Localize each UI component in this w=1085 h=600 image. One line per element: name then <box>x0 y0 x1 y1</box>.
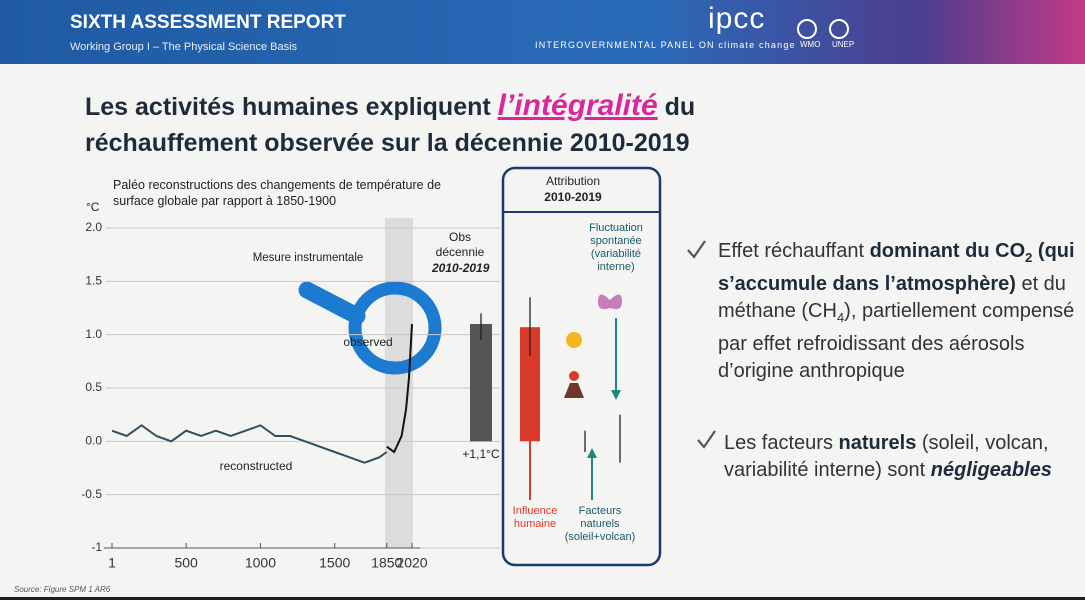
x-tick-label: 2020 <box>396 555 427 571</box>
wmo-emblem <box>797 19 817 39</box>
y-tick-label: 0.0 <box>85 434 102 448</box>
check-icon <box>687 240 706 259</box>
magnifier-handle <box>298 281 366 325</box>
partner: UNEP <box>832 40 855 49</box>
series-line <box>386 323 413 454</box>
category-label: Facteurs naturels (soleil+volcan) <box>564 505 636 543</box>
y-tick-label: 2.0 <box>85 220 102 234</box>
title-text: Les activités humaines expliquent <box>85 93 498 121</box>
series-label: reconstructed <box>220 459 293 473</box>
category-label: Fluctuation spontanée (variabilité inter… <box>589 222 643 273</box>
series-label: observed <box>343 335 392 349</box>
category-label: Influence humaine <box>512 505 558 530</box>
title-highlight: l’intégralité <box>497 89 658 122</box>
bullet: Effet réchauffant dominant du CO2 (qui s… <box>718 238 1078 385</box>
x-tick-label: 1850 <box>371 555 402 571</box>
chart-subtitle: 2010-2019 <box>544 190 602 204</box>
chart-title: Obs décennie <box>435 230 485 259</box>
chart-title: Attribution <box>546 174 600 188</box>
bullet-text: (soleil, volcan, variabilité interne) so… <box>724 432 1049 481</box>
y-tick-label: -0.5 <box>81 487 102 501</box>
source-note: Source: Figure SPM 1 AR6 <box>14 585 111 594</box>
y-tick-label: 0.5 <box>85 380 102 394</box>
bullet-text: naturels <box>838 432 917 454</box>
report-title: SIXTH ASSESSMENT REPORT <box>70 12 346 33</box>
org-name: INTERGOVERNMENTAL PANEL ON climate chang… <box>535 40 796 50</box>
bar <box>470 324 492 442</box>
volcano-icon <box>564 383 584 398</box>
annotation: Mesure instrumentale <box>253 252 364 264</box>
series-line <box>111 424 388 464</box>
x-tick-label: 1500 <box>319 555 350 571</box>
y-axis-label: °C <box>86 200 100 214</box>
bar <box>520 327 540 442</box>
partner-logos <box>797 19 849 39</box>
value-label: +1,1°C <box>462 447 499 461</box>
partner: WMO <box>800 40 821 49</box>
x-tick-label: 1 <box>108 555 116 571</box>
report-subtitle: Working Group I – The Physical Science B… <box>70 41 298 53</box>
arrow-head <box>611 390 621 400</box>
bullet-text: 4 <box>836 310 845 325</box>
bullet-text: (qui s’accumule dans l’atmosphère) <box>718 240 1075 295</box>
chart-subtitle: 2010-2019 <box>432 261 490 275</box>
eruption-icon <box>569 371 579 381</box>
sun-icon <box>566 332 582 348</box>
magnifier-ring <box>348 281 442 375</box>
unep-emblem <box>829 19 849 39</box>
arrow-head <box>587 448 597 458</box>
bullet-text: et du méthane (CH <box>718 273 1066 322</box>
butterfly-icon <box>598 294 622 310</box>
x-tick-label: 500 <box>174 555 198 571</box>
y-tick-label: 1.0 <box>85 327 102 341</box>
x-tick-label: 1000 <box>245 555 276 571</box>
title-text: réchauffement observée sur la décennie 2… <box>85 129 690 157</box>
bullet-text: dominant du CO <box>869 240 1026 262</box>
header-bar: SIXTH ASSESSMENT REPORT Working Group I … <box>0 0 1085 64</box>
title-text: du <box>657 93 696 121</box>
y-tick-label: 1.5 <box>85 274 102 288</box>
y-tick-label: -1 <box>91 540 102 554</box>
bullet-text: négligeables <box>930 459 1052 481</box>
bullet: Les facteurs naturels (soleil, volcan, v… <box>724 430 1084 484</box>
ipcc-logo: ipcc <box>708 2 766 35</box>
bullet-text: Les facteurs <box>724 432 839 454</box>
bullet-text: Effet réchauffant <box>718 240 870 262</box>
slide-title: Les activités humaines expliquent l’inté… <box>85 88 695 161</box>
bullet-text: ), partiellement compensé par effet refr… <box>718 300 1075 382</box>
bullet-text: 2 <box>1025 250 1033 265</box>
attribution-frame <box>501 166 662 567</box>
chart-title: Paléo reconstructions des changements de… <box>113 178 441 208</box>
check-icon <box>697 430 716 449</box>
